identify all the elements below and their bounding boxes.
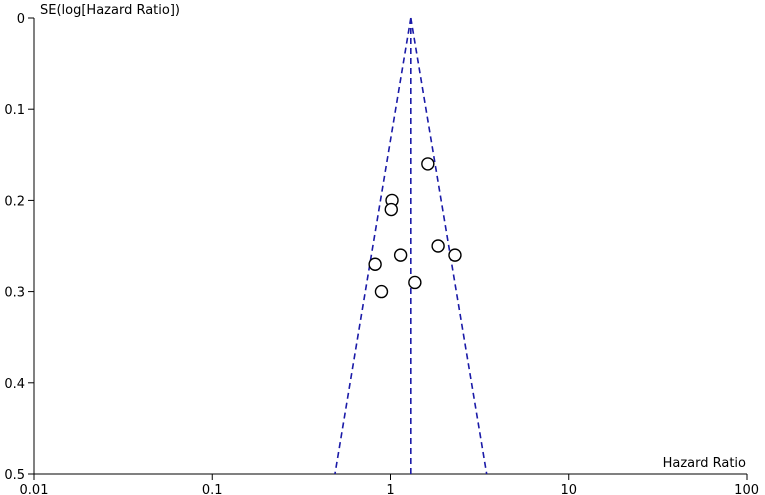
study-point <box>431 239 445 253</box>
funnel-left-limit <box>334 17 412 475</box>
y-tick-label: 0.1 <box>4 103 25 118</box>
x-axis-ticks: 0.01 0.1 1 10 100 <box>20 474 759 495</box>
x-tick-label: 1 <box>386 483 394 495</box>
y-tick-label: 0 <box>17 12 25 27</box>
study-points <box>368 157 462 299</box>
x-tick-label: 0.1 <box>202 483 223 495</box>
funnel-lines <box>334 17 488 475</box>
study-point <box>368 257 382 271</box>
y-tick-label: 0.4 <box>4 377 25 392</box>
y-axis-ticks: 0 0.1 0.2 0.3 0.4 0.5 <box>4 12 34 483</box>
plot-axes: 0 0.1 0.2 0.3 0.4 0.5 0.01 0.1 1 10 100 <box>4 12 759 495</box>
x-axis-label: Hazard Ratio <box>663 456 746 471</box>
x-tick-label: 0.01 <box>20 483 49 495</box>
study-point <box>393 248 408 262</box>
y-tick-label: 0.2 <box>4 194 25 209</box>
y-tick-label: 0.5 <box>4 468 25 483</box>
x-tick-label: 100 <box>734 483 759 495</box>
study-point <box>448 248 462 262</box>
x-tick-label: 10 <box>560 483 577 495</box>
study-point <box>421 157 435 171</box>
y-axis-label: SE(log[Hazard Ratio]) <box>40 3 180 18</box>
study-point <box>374 284 389 299</box>
study-point <box>384 202 398 217</box>
funnel-right-limit <box>410 17 488 475</box>
study-point <box>408 275 422 290</box>
y-tick-label: 0.3 <box>4 286 25 301</box>
